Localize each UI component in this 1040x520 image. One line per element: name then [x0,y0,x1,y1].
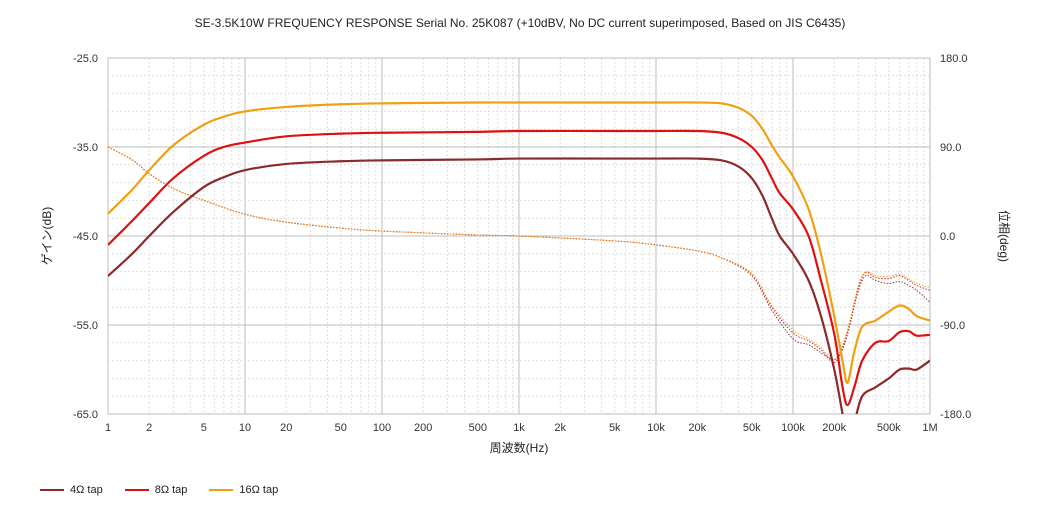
x-tick-label: 100k [781,422,805,434]
x-tick-label: 2k [554,422,566,434]
x-tick-label: 500 [469,422,487,434]
y2-axis-label: 位相(deg) [997,210,1012,262]
plot-area [108,101,930,414]
gain-line-3 [108,101,930,384]
legend-label: 4Ω tap [70,484,103,496]
x-tick-label: 1M [922,422,937,434]
y-tick-label: -35.0 [73,142,98,154]
x-tick-label: 50 [335,422,347,434]
gain-line-2 [108,129,930,407]
y2-tick-label: 0.0 [940,231,955,243]
x-tick-label: 20 [280,422,292,434]
x-tick-label: 50k [743,422,761,434]
x-tick-label: 1k [513,422,525,434]
legend-label: 16Ω tap [239,484,279,496]
x-tick-label: 5 [201,422,207,434]
phase-line-3 [108,146,930,361]
y2-tick-label: 90.0 [940,142,961,154]
chart-title: SE-3.5K10W FREQUENCY RESPONSE Serial No.… [194,16,846,30]
gain-line-1 [108,157,930,414]
legend-swatch [209,489,234,491]
y2-tick-label: -90.0 [940,320,965,332]
x-axis-ticks: 1 2 5 10 20 50 100 200 500 1k 2k 5k 10k 20k 50k 100k 200… [105,422,938,434]
y2-tick-label: -180.0 [940,409,971,421]
x-tick-label: 2 [146,422,152,434]
x-tick-label: 500k [877,422,901,434]
y2-axis-ticks: 180.0 90.0 0.0 -90.0 -180.0 [940,53,971,421]
legend-label: 8Ω tap [154,484,188,496]
x-axis-label: 周波数(Hz) [490,440,549,455]
x-tick-label: 10 [239,422,251,434]
x-tick-label: 200 [414,422,432,434]
x-tick-label: 1 [105,422,111,434]
legend-swatch [40,489,64,491]
x-tick-label: 5k [609,422,621,434]
x-tick-label: 10k [647,422,665,434]
y2-tick-label: 180.0 [940,53,968,65]
x-tick-label: 100 [373,422,391,434]
legend-item: 8Ω tap [124,484,188,496]
y-tick-label: -45.0 [73,231,98,243]
y-axis-label: ゲイン(dB) [40,207,54,265]
x-tick-label: 20k [688,422,706,434]
y-tick-label: -25.0 [73,53,98,65]
y-tick-label: -55.0 [73,320,98,332]
legend-swatch [124,489,149,491]
legend-item: 16Ω tap [209,484,278,496]
x-tick-label: 200k [822,422,846,434]
legend-item: 4Ω tap [40,484,103,496]
y-axis-ticks: -25.0 -35.0 -45.0 -55.0 -65.0 [73,53,98,421]
legend: 4Ω tap 8Ω tap 16Ω tap [40,484,278,496]
y-tick-label: -65.0 [73,409,98,421]
